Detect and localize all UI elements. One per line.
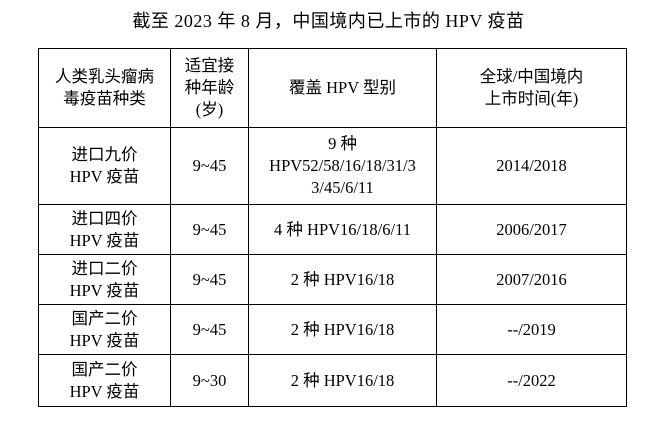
cell-age: 9~30 bbox=[170, 354, 249, 407]
table-row: 进口四价 HPV 疫苗 9~45 4 种 HPV16/18/6/11 2006/… bbox=[38, 204, 627, 255]
cell-vaccine: 国产二价 HPV 疫苗 bbox=[38, 304, 171, 355]
cell-vaccine: 进口九价 HPV 疫苗 bbox=[38, 127, 171, 205]
table-title: 截至 2023 年 8 月，中国境内已上市的 HPV 疫苗 bbox=[132, 11, 525, 31]
table-row: 进口九价 HPV 疫苗 9~45 9 种 HPV52/58/16/18/31/3… bbox=[38, 127, 627, 205]
table-row: 国产二价 HPV 疫苗 9~30 2 种 HPV16/18 --/2022 bbox=[38, 354, 627, 407]
header-hpv-types: 覆盖 HPV 型别 bbox=[248, 48, 437, 128]
cell-launch: 2007/2016 bbox=[436, 254, 627, 305]
header-launch-year: 全球/中国境内 上市时间(年) bbox=[436, 48, 627, 128]
header-vaccine-type: 人类乳头瘤病 毒疫苗种类 bbox=[38, 48, 171, 128]
cell-launch: 2006/2017 bbox=[436, 204, 627, 255]
hpv-vaccine-table: 人类乳头瘤病 毒疫苗种类 适宜接 种年龄 (岁) 覆盖 HPV 型别 全球/中国… bbox=[38, 48, 627, 407]
cell-vaccine: 进口二价 HPV 疫苗 bbox=[38, 254, 171, 305]
cell-vaccine: 进口四价 HPV 疫苗 bbox=[38, 204, 171, 255]
cell-types: 2 种 HPV16/18 bbox=[248, 304, 437, 355]
cell-launch: --/2022 bbox=[436, 354, 627, 407]
cell-types: 2 种 HPV16/18 bbox=[248, 254, 437, 305]
cell-age: 9~45 bbox=[170, 127, 249, 205]
cell-launch: --/2019 bbox=[436, 304, 627, 355]
table-row: 进口二价 HPV 疫苗 9~45 2 种 HPV16/18 2007/2016 bbox=[38, 254, 627, 305]
cell-launch: 2014/2018 bbox=[436, 127, 627, 205]
cell-types: 2 种 HPV16/18 bbox=[248, 354, 437, 407]
cell-types: 9 种 HPV52/58/16/18/31/3 3/45/6/11 bbox=[248, 127, 437, 205]
cell-age: 9~45 bbox=[170, 254, 249, 305]
table-header-row: 人类乳头瘤病 毒疫苗种类 适宜接 种年龄 (岁) 覆盖 HPV 型别 全球/中国… bbox=[38, 48, 627, 128]
cell-age: 9~45 bbox=[170, 304, 249, 355]
cell-vaccine: 国产二价 HPV 疫苗 bbox=[38, 354, 171, 407]
cell-age: 9~45 bbox=[170, 204, 249, 255]
header-age: 适宜接 种年龄 (岁) bbox=[170, 48, 249, 128]
table-row: 国产二价 HPV 疫苗 9~45 2 种 HPV16/18 --/2019 bbox=[38, 304, 627, 355]
cell-types: 4 种 HPV16/18/6/11 bbox=[248, 204, 437, 255]
